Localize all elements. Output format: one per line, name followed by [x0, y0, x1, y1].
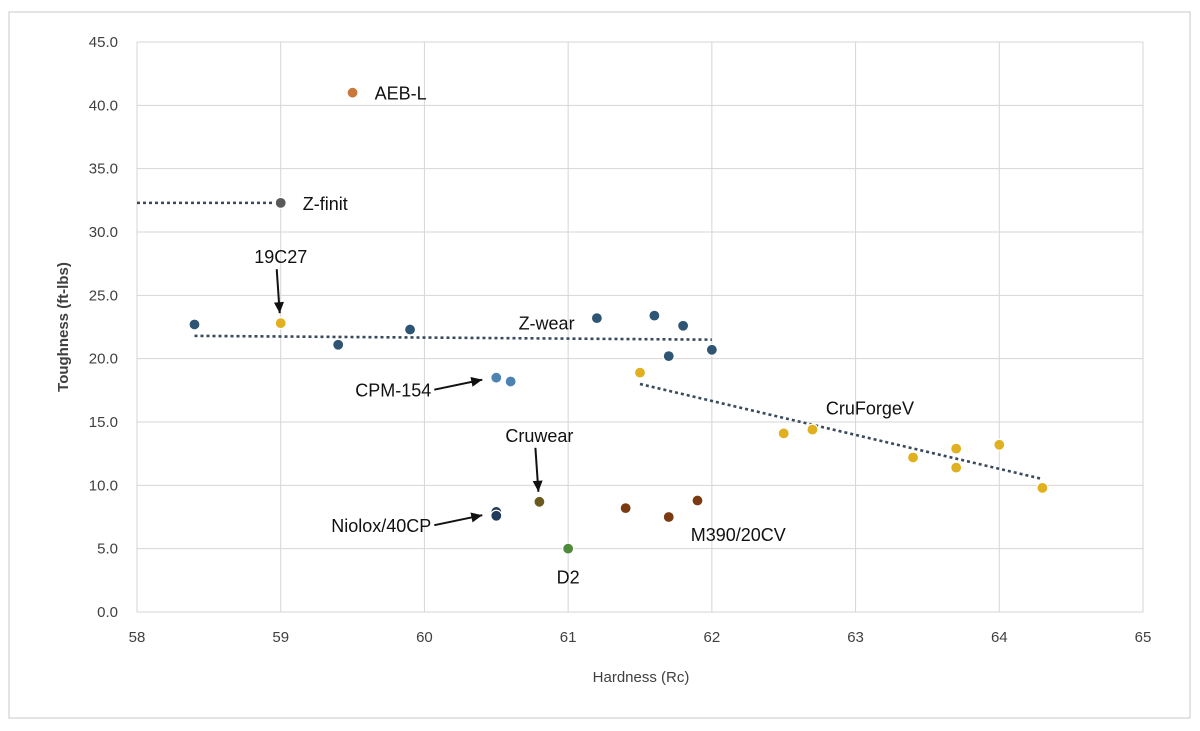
y-tick-label: 45.0	[89, 34, 118, 51]
data-point-z-wear	[403, 323, 417, 336]
data-point-z-wear	[677, 319, 690, 332]
y-tick-label: 15.0	[89, 414, 118, 431]
trendline-z-wear	[194, 334, 712, 341]
data-point-m390-20cv	[691, 494, 704, 507]
data-point-cpm-154	[490, 371, 503, 384]
y-tick-label: 30.0	[89, 224, 118, 241]
x-tick-label: 58	[129, 629, 146, 646]
data-point-19c27	[274, 317, 287, 330]
annotation-cpm-154-arrow-head	[470, 377, 483, 387]
annotation-19c27-arrow-head	[273, 301, 284, 314]
annotation-z-wear: Z-wear	[519, 314, 575, 334]
x-tick-label: 60	[416, 629, 433, 646]
data-point-aeb-l	[346, 86, 359, 99]
data-point-cpm-154	[504, 375, 517, 388]
data-point-cruforgev	[993, 438, 1006, 451]
data-point-z-wear	[332, 338, 345, 351]
y-axis-title: Toughness (ft-lbs)	[55, 262, 72, 392]
x-tick-label: 64	[991, 629, 1008, 646]
annotation-19c27: 19C27	[254, 247, 307, 267]
data-point-cruforgev	[1036, 481, 1049, 494]
annotation-cpm-154: CPM-154	[355, 381, 431, 401]
data-point-m390-20cv	[662, 510, 675, 524]
trendline-cruforgev	[639, 382, 1043, 481]
data-point-z-wear	[648, 309, 661, 322]
x-axis-title: Hardness (Rc)	[593, 669, 690, 686]
data-point-cruforgev	[806, 423, 819, 436]
data-point-z-finit	[274, 196, 287, 209]
x-tick-label: 59	[272, 629, 289, 646]
data-point-d2	[562, 542, 575, 555]
data-point-z-wear	[662, 350, 675, 363]
data-point-m390-20cv	[619, 502, 632, 515]
data-point-cruwear	[533, 495, 546, 508]
x-tick-label: 65	[1135, 629, 1152, 646]
x-tick-label: 61	[560, 629, 577, 646]
x-tick-label: 63	[847, 629, 864, 646]
tick-labels: 58 59 60 61 62 63 64 65 0.0 5.0 10.0 15.0 20.0 25.0 30…	[89, 34, 1152, 646]
y-tick-label: 20.0	[89, 351, 118, 368]
annotation-niolox-40cp-arrow-head	[470, 512, 483, 523]
annotation-m390-20cv: M390/20CV	[691, 525, 786, 545]
chart-area-border	[8, 11, 1191, 719]
annotation-niolox-40cp: Niolox/40CP	[331, 516, 431, 536]
data-point-cruforgev	[633, 366, 647, 379]
annotation-cruforgev: CruForgeV	[826, 398, 914, 418]
annotation-cruwear: Cruwear	[505, 426, 573, 446]
data-point-niolox-40cp	[490, 509, 503, 522]
data-points	[188, 86, 1049, 555]
y-tick-label: 25.0	[89, 287, 118, 304]
annotation-z-finit: Z-finit	[303, 194, 348, 214]
x-tick-label: 62	[704, 629, 721, 646]
data-point-z-wear	[590, 312, 603, 325]
y-tick-label: 5.0	[97, 541, 118, 558]
data-point-z-wear	[188, 318, 201, 331]
annotation-d2: D2	[557, 568, 580, 588]
data-point-cruforgev	[950, 461, 963, 474]
y-tick-label: 40.0	[89, 97, 118, 114]
trendlines	[137, 201, 1043, 481]
data-point-z-wear	[705, 343, 718, 356]
annotation-cruwear-arrow-head	[532, 480, 543, 492]
y-tick-label: 10.0	[89, 477, 118, 494]
annotation-aeb-l: AEB-L	[375, 84, 427, 104]
gridlines	[136, 41, 1144, 613]
y-tick-label: 0.0	[97, 604, 118, 621]
data-point-cruforgev	[777, 427, 790, 440]
annotations: AEB-L Z-finit 19C27 Z-wear CPM-154 CruForgeV C…	[254, 84, 914, 588]
data-point-cruforgev	[906, 451, 920, 464]
data-point-cruforgev	[950, 442, 963, 455]
y-tick-label: 35.0	[89, 161, 118, 178]
